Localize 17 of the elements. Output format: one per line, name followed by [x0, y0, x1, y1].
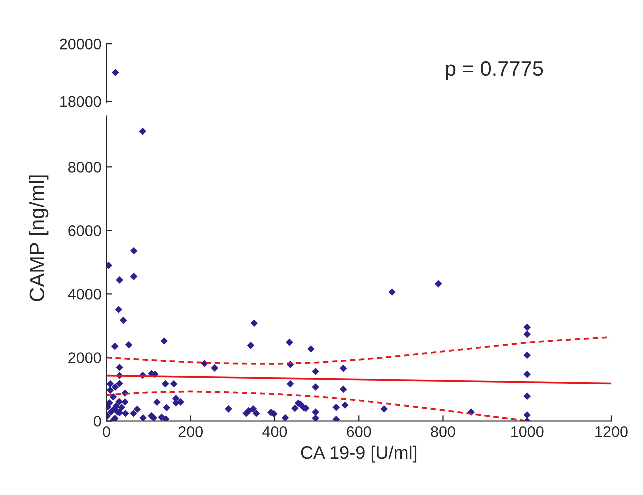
y-tick-label: 20000 [60, 38, 102, 50]
y-tick-label: 8000 [68, 162, 102, 173]
x-tick-label: 200 [178, 426, 204, 438]
y-tick-label: 18000 [60, 96, 102, 108]
x-axis-title: CA 19-9 [U/ml] [301, 446, 417, 463]
y-tick-label: 6000 [68, 226, 102, 236]
x-tick-label: 400 [262, 426, 288, 438]
x-tick-label: 800 [431, 426, 456, 438]
x-tick-label: 600 [347, 426, 372, 438]
annotation: p = 0.7775 [446, 61, 544, 80]
x-tick-label: 1000 [512, 426, 544, 438]
y-axis-title: CAMP [ng/ml] [29, 176, 49, 302]
x-tick-label: 1200 [596, 426, 628, 438]
y-tick-label: 4000 [68, 289, 102, 300]
y-tick-label: 0 [94, 416, 102, 427]
x-tick-label: 0 [103, 426, 110, 438]
y-tick-label: 2000 [68, 352, 102, 364]
